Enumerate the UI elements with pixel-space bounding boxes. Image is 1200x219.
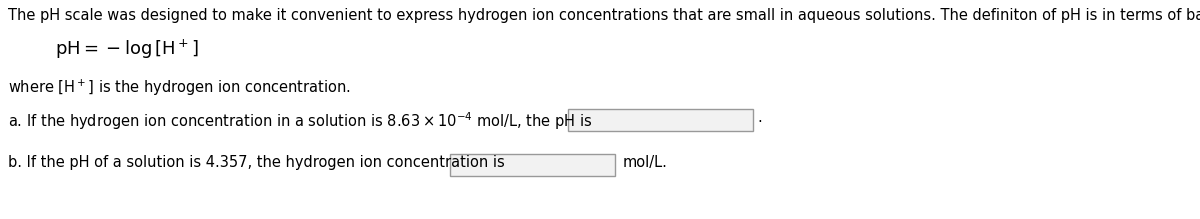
Text: a. If the hydrogen ion concentration in a solution is $8.63 \times 10^{-4}$ mol/: a. If the hydrogen ion concentration in …	[8, 110, 593, 132]
Text: .: .	[757, 110, 762, 125]
Text: The pH scale was designed to make it convenient to express hydrogen ion concentr: The pH scale was designed to make it con…	[8, 8, 1200, 23]
Text: $\mathrm{pH} = -\log\left[\mathrm{H}^+\right]$: $\mathrm{pH} = -\log\left[\mathrm{H}^+\r…	[55, 38, 199, 61]
Text: b. If the pH of a solution is 4.357, the hydrogen ion concentration is: b. If the pH of a solution is 4.357, the…	[8, 155, 505, 170]
Text: mol/L.: mol/L.	[623, 155, 668, 170]
FancyBboxPatch shape	[450, 154, 616, 176]
Text: where $\left[\mathrm{H}^+\right]$ is the hydrogen ion concentration.: where $\left[\mathrm{H}^+\right]$ is the…	[8, 78, 350, 98]
FancyBboxPatch shape	[568, 109, 754, 131]
